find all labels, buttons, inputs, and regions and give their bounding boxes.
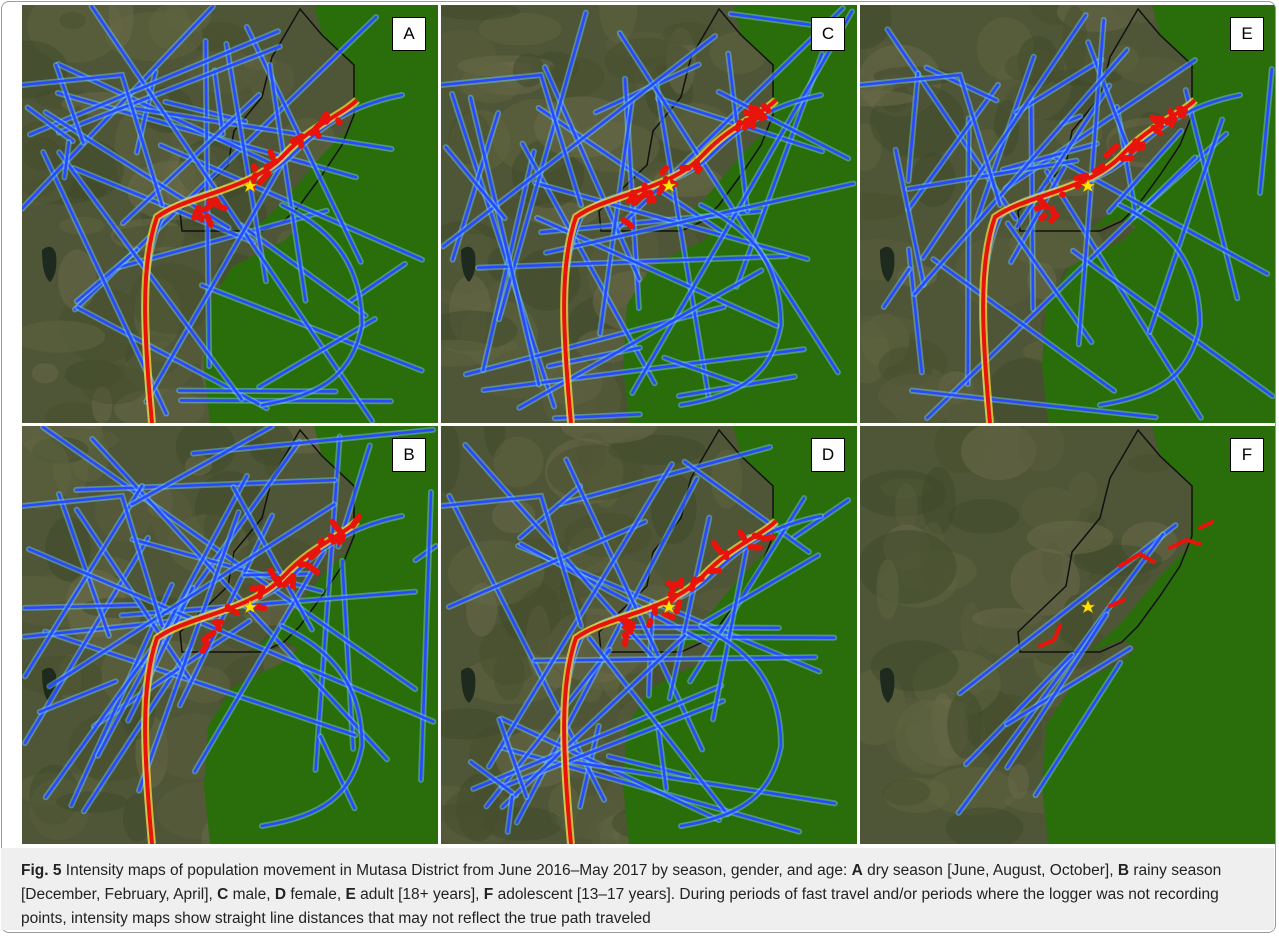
terrain-patch bbox=[882, 779, 930, 806]
panel-label: C bbox=[811, 17, 845, 51]
hot-spot bbox=[746, 121, 753, 126]
map bbox=[860, 5, 1276, 423]
hot-spot bbox=[1051, 215, 1056, 221]
terrain-patch bbox=[493, 650, 524, 701]
caption-bold: A bbox=[852, 862, 863, 879]
hot-spot bbox=[755, 536, 760, 537]
hot-spot bbox=[217, 205, 224, 208]
map-panel: B bbox=[22, 426, 438, 844]
map bbox=[22, 5, 438, 423]
hot-spot bbox=[737, 123, 739, 129]
hot-spot bbox=[254, 166, 255, 168]
hot-spot bbox=[230, 609, 237, 613]
hot-spot bbox=[764, 106, 769, 111]
figure-frame: A C E B D F bbox=[1, 1, 1276, 933]
hot-spot bbox=[763, 537, 772, 538]
hot-spot bbox=[317, 134, 318, 136]
caption-text: male, bbox=[228, 886, 275, 903]
hot-spot bbox=[271, 152, 273, 156]
hot-spot bbox=[659, 184, 664, 192]
hot-spot bbox=[699, 579, 702, 580]
terrain-patch bbox=[513, 53, 544, 87]
terrain-patch bbox=[80, 365, 148, 405]
hot-spot bbox=[1037, 206, 1044, 209]
terrain-patch bbox=[860, 530, 957, 604]
hot-spot bbox=[338, 120, 340, 122]
hot-spot bbox=[665, 614, 673, 617]
panel-label: E bbox=[1230, 17, 1264, 51]
hot-spot bbox=[301, 141, 302, 146]
panel-label: F bbox=[1230, 438, 1264, 472]
hot-spot bbox=[650, 198, 654, 200]
caption-bold: D bbox=[275, 886, 286, 903]
hot-spot bbox=[695, 166, 699, 169]
terrain-patch bbox=[59, 12, 86, 29]
map bbox=[860, 426, 1276, 844]
hot-spot bbox=[1171, 120, 1172, 125]
terrain-patch bbox=[1008, 764, 1029, 799]
hot-spot bbox=[203, 643, 208, 651]
caption: Fig. 5 Intensity maps of population move… bbox=[1, 848, 1274, 930]
caption-bold: F bbox=[484, 886, 493, 903]
hot-spot bbox=[710, 571, 719, 572]
hot-spot bbox=[662, 168, 666, 173]
hot-spot bbox=[252, 587, 261, 588]
caption-bold: B bbox=[1118, 862, 1129, 879]
page: A C E B D F Fig. 5 Intensity maps of populati… bbox=[0, 0, 1279, 936]
hot-spot bbox=[1179, 108, 1185, 110]
hot-spot bbox=[199, 208, 200, 210]
terrain-patch bbox=[32, 363, 59, 383]
hot-spot bbox=[629, 197, 636, 201]
map-panel: E bbox=[860, 5, 1276, 423]
panel-label: D bbox=[811, 438, 845, 472]
hot-spot bbox=[207, 216, 211, 225]
hot-spot bbox=[1154, 128, 1160, 134]
map-panel: C bbox=[441, 5, 857, 423]
map bbox=[441, 5, 857, 423]
hot-spot bbox=[746, 113, 754, 115]
panel-label: A bbox=[392, 17, 426, 51]
terrain-patch bbox=[961, 602, 982, 652]
terrain-patch bbox=[1027, 521, 1113, 555]
panel-label: B bbox=[392, 438, 426, 472]
terrain-patch bbox=[949, 499, 1020, 534]
caption-text: female, bbox=[286, 886, 345, 903]
terrain-patch bbox=[921, 467, 955, 535]
track bbox=[968, 118, 969, 384]
caption-text: dry season [June, August, October], bbox=[863, 862, 1118, 879]
hot-spot bbox=[649, 621, 650, 625]
caption-text: adult [18+ years], bbox=[356, 886, 484, 903]
hot-spot bbox=[671, 588, 674, 595]
hot-spot bbox=[322, 119, 326, 121]
caption-bold: C bbox=[217, 886, 228, 903]
hot-spot bbox=[1041, 215, 1044, 218]
terrain-patch bbox=[876, 559, 899, 619]
caption-text: Intensity maps of population movement in… bbox=[61, 862, 851, 879]
hot-spot bbox=[669, 583, 679, 584]
caption-bold: Fig. 5 bbox=[21, 862, 61, 879]
map-panel: F bbox=[860, 426, 1276, 844]
hot-spot bbox=[650, 193, 651, 194]
hot-spot bbox=[625, 637, 626, 644]
hot-spot bbox=[320, 541, 321, 543]
hot-spot bbox=[692, 579, 695, 589]
map bbox=[22, 426, 438, 844]
terrain-patch bbox=[1118, 57, 1184, 84]
hot-spot bbox=[677, 602, 680, 611]
caption-bold: E bbox=[346, 886, 356, 903]
map bbox=[441, 426, 857, 844]
hot-spot bbox=[257, 607, 264, 608]
map-panel: A bbox=[22, 5, 438, 423]
terrain-patch bbox=[494, 437, 544, 488]
hot-spot bbox=[740, 532, 744, 539]
map-panel: D bbox=[441, 426, 857, 844]
